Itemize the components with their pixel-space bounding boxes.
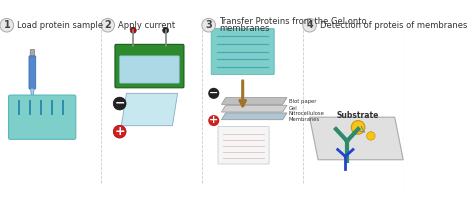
Text: Load protein sample: Load protein sample — [17, 21, 103, 30]
Text: membranes: membranes — [219, 24, 269, 33]
Circle shape — [366, 132, 375, 140]
Text: Gel: Gel — [289, 106, 298, 111]
Text: Apply current: Apply current — [118, 21, 175, 30]
Text: +: + — [209, 115, 219, 125]
Circle shape — [130, 27, 136, 33]
Text: 4: 4 — [306, 20, 313, 30]
Text: Substrate: Substrate — [337, 111, 379, 120]
Circle shape — [202, 18, 216, 32]
Polygon shape — [310, 117, 403, 160]
FancyBboxPatch shape — [0, 14, 404, 188]
FancyBboxPatch shape — [218, 126, 269, 164]
Text: Detection of proteis of membranes: Detection of proteis of membranes — [320, 21, 467, 30]
Polygon shape — [221, 98, 287, 104]
FancyBboxPatch shape — [30, 49, 35, 57]
Text: Blot paper: Blot paper — [289, 99, 316, 103]
Polygon shape — [31, 88, 34, 102]
Circle shape — [113, 125, 126, 138]
Circle shape — [208, 88, 219, 99]
Circle shape — [101, 18, 115, 32]
Circle shape — [0, 18, 14, 32]
Circle shape — [208, 115, 219, 126]
FancyBboxPatch shape — [9, 95, 76, 139]
Text: Nitrocellulose
Membranes: Nitrocellulose Membranes — [289, 111, 325, 122]
Circle shape — [163, 27, 169, 33]
FancyBboxPatch shape — [115, 44, 184, 88]
FancyBboxPatch shape — [119, 56, 179, 83]
Circle shape — [303, 18, 316, 32]
Text: 2: 2 — [104, 20, 111, 30]
Text: +: + — [114, 125, 125, 138]
FancyBboxPatch shape — [29, 56, 36, 89]
Polygon shape — [221, 105, 287, 112]
Text: −: − — [209, 88, 219, 98]
Circle shape — [113, 97, 126, 110]
Text: 3: 3 — [205, 20, 212, 30]
Text: −: − — [114, 97, 125, 110]
Circle shape — [351, 121, 365, 134]
Text: Transfer Proteins from the Gel onto: Transfer Proteins from the Gel onto — [219, 17, 366, 26]
Polygon shape — [221, 113, 287, 120]
Text: 1: 1 — [3, 20, 10, 30]
Polygon shape — [121, 93, 178, 126]
FancyBboxPatch shape — [211, 29, 274, 75]
